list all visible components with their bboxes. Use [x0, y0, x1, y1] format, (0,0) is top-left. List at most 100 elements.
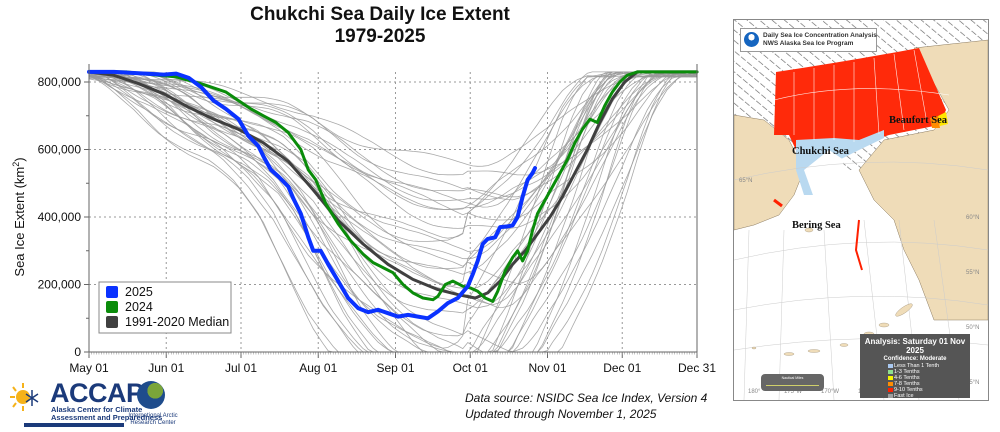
series-line-2025 — [87, 69, 537, 321]
concentration-label: 4-6 Tenths — [894, 375, 920, 381]
lon-label-180: 180° — [748, 389, 761, 395]
accap-subtitle-line1: Alaska Center for Climate — [51, 405, 143, 414]
legend-swatch-2025 — [106, 286, 118, 298]
label-chukchi-sea: Chukchi Sea — [792, 146, 849, 157]
y-tick-label: 800,000 — [38, 75, 82, 89]
accap-subtitle-line2: Assessment and Preparedness — [51, 413, 163, 422]
lon-label-175w: 175°W — [784, 389, 803, 395]
chart-title-main: Chukchi Sea Daily Ice Extent — [250, 4, 510, 25]
background-year-line — [88, 71, 697, 260]
background-year-line — [88, 71, 697, 353]
series-layer — [87, 69, 699, 321]
background-year-line — [88, 71, 698, 314]
legend-label-2025: 2025 — [125, 285, 153, 299]
background-year-line — [88, 73, 698, 353]
concentration-label: Fast Ice — [894, 393, 914, 399]
concentration-legend-item: 1-3 Tenths — [888, 369, 970, 375]
logos: ACCAP Alaska Center for Climate Assessme… — [10, 376, 240, 428]
analysis-confidence: Confidence: Moderate — [883, 356, 947, 362]
x-tick-label: Jul 01 — [225, 361, 257, 375]
chart-subtitle: 1979-2025 — [334, 26, 426, 47]
background-year-line — [89, 71, 697, 353]
lat-label-45: 45°N — [966, 380, 980, 386]
scale-bar: Nautical Miles — [761, 374, 824, 391]
series-line-2024 — [87, 70, 699, 303]
concentration-label: Less Than 1 Tenth — [894, 363, 940, 369]
map-graphic — [734, 20, 988, 400]
concentration-swatch — [888, 376, 893, 380]
concentration-legend-item: Ice Free — [888, 399, 970, 401]
legend-swatch-2024 — [106, 301, 118, 313]
series-line-median — [87, 70, 699, 300]
lon-label-170w: 170°W — [821, 389, 840, 395]
x-tick-label: Nov 01 — [528, 361, 566, 375]
x-tick-label: May 01 — [69, 361, 109, 375]
axes: 0 200,000 400,000 600,000 800,000 May 01 Jun 0… — [38, 64, 716, 375]
background-year-line — [88, 71, 698, 349]
iarc-logo-text: International Arctic Research Center — [128, 413, 178, 426]
y-tick-label: 400,000 — [38, 210, 82, 224]
background-year-line — [88, 71, 697, 208]
concentration-swatch — [888, 370, 893, 374]
lat-label-60: 60°N — [966, 215, 980, 221]
concentration-legend-item: 9-10 Tenths — [888, 387, 970, 393]
concentration-legend-item: 7-8 Tenths — [888, 381, 970, 387]
y-tick-label: 0 — [74, 345, 81, 359]
background-year-line — [88, 71, 698, 242]
sea-ice-map: Daily Sea Ice Concentration Analysis NWS… — [733, 19, 989, 401]
background-year-line — [88, 71, 698, 270]
concentration-swatch — [888, 382, 893, 386]
background-year-line — [88, 71, 697, 167]
ice-4-6-tenths — [938, 112, 948, 126]
lat-label-65: 65°N — [739, 178, 753, 184]
accap-subtitle: Alaska Center for Climate Assessment and… — [51, 406, 162, 422]
ice-7-8-tenths — [930, 116, 940, 128]
y-axis-label: Sea Ice Extent (km2) — [11, 157, 27, 276]
concentration-label: 1-3 Tenths — [894, 369, 920, 375]
source-line2: Updated through November 1, 2025 — [465, 407, 657, 421]
map-header-line1: Daily Sea Ice Concentration Analysis — [763, 32, 877, 39]
concentration-legend-item: Less Than 1 Tenth — [888, 363, 970, 369]
legend-box — [98, 281, 232, 334]
legend: 2025 2024 1991-2020 Median — [98, 281, 232, 334]
chart-plot: 0 200,000 400,000 600,000 800,000 May 01 Jun 0… — [11, 64, 716, 375]
background-year-line — [88, 71, 697, 353]
ice-free-strait — [804, 150, 844, 198]
map-header: Daily Sea Ice Concentration Analysis NWS… — [740, 28, 877, 52]
map-header-line2: NWS Alaska Sea Ice Program — [763, 40, 854, 47]
iarc-globe-icon — [137, 381, 165, 409]
legend-label-median: 1991-2020 Median — [125, 315, 229, 329]
label-bering-sea: Bering Sea — [792, 220, 841, 231]
data-source-note: Data source: NSIDC Sea Ice Index, Versio… — [465, 390, 707, 422]
concentration-swatch — [888, 388, 893, 392]
scale-line — [766, 385, 819, 386]
alaska-landmass — [858, 39, 988, 321]
accap-logo-text: ACCAP — [50, 378, 144, 408]
label-beaufort-sea: Beaufort Sea — [889, 115, 948, 126]
analysis-legend: Analysis: Saturday 01 Nov 2025 Confidenc… — [860, 334, 970, 401]
concentration-swatch — [888, 400, 893, 401]
legend-swatch-median — [106, 316, 118, 328]
concentration-label: 7-8 Tenths — [894, 381, 920, 387]
x-tick-label: Dec 01 — [603, 361, 641, 375]
concentration-legend: Less Than 1 Tenth 1-3 Tenths 4-6 Tenths 7-8… — [888, 363, 970, 401]
chart-title: Chukchi Sea Daily Ice Extent 1979-2025 — [180, 4, 580, 48]
scale-title: Nautical Miles — [781, 376, 804, 380]
background-year-line — [88, 71, 697, 221]
x-tick-label: Aug 01 — [299, 361, 337, 375]
background-year-line — [88, 71, 697, 201]
concentration-swatch — [888, 364, 893, 368]
lat-label-55: 55°N — [966, 270, 980, 276]
concentration-swatch — [888, 394, 893, 398]
x-tick-label: Oct 01 — [453, 361, 489, 375]
lat-label-50: 50°N — [966, 325, 980, 331]
y-tick-label: 600,000 — [38, 143, 82, 157]
concentration-label: Ice Free — [894, 399, 914, 400]
accap-bar — [24, 423, 124, 427]
x-tick-label: Dec 31 — [678, 361, 716, 375]
concentration-label: 9-10 Tenths — [894, 387, 923, 393]
concentration-legend-item: Fast Ice — [888, 393, 970, 399]
sun-snowflake-icon — [10, 383, 39, 411]
x-tick-label: Sep 01 — [376, 361, 414, 375]
source-line1: Data source: NSIDC Sea Ice Index, Versio… — [465, 391, 708, 405]
